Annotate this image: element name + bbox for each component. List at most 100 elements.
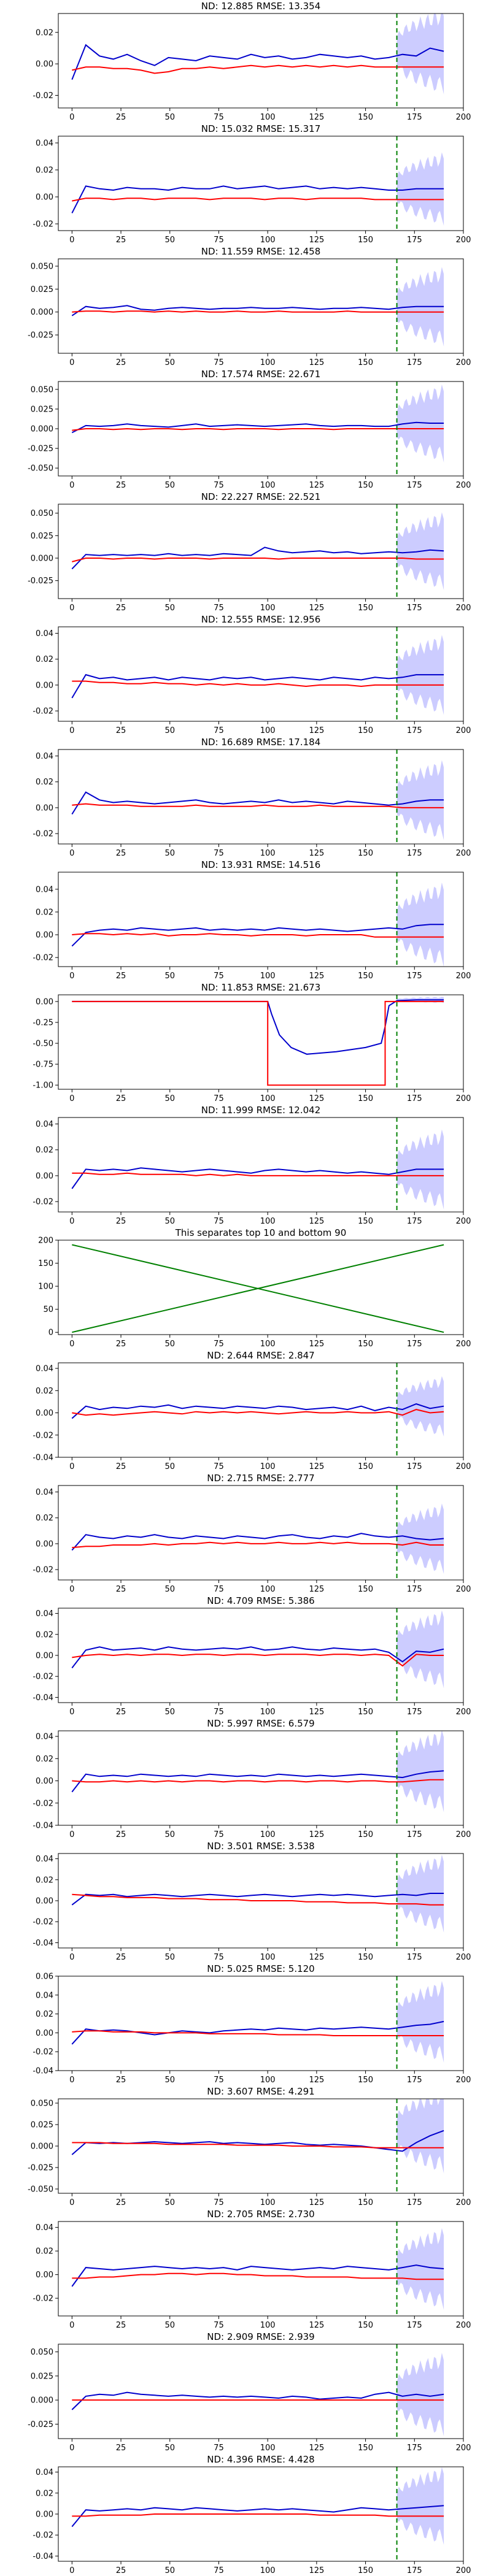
x-tick-label: 100 — [260, 481, 276, 490]
x-tick-label: 175 — [407, 2444, 422, 2453]
series-line-1 — [72, 2030, 444, 2036]
series-line-0 — [71, 1770, 444, 1793]
uncertainty-band — [396, 2099, 444, 2174]
x-tick-label: 50 — [164, 1830, 175, 1839]
y-tick-label: 0.02 — [36, 1146, 53, 1155]
y-tick-label: -0.025 — [28, 2164, 53, 2173]
y-tick-label: 0.02 — [36, 1755, 53, 1764]
y-tick-label: -0.025 — [28, 577, 53, 586]
plot-area — [71, 267, 444, 347]
x-tick-label: 75 — [214, 726, 224, 735]
series-line-1 — [72, 803, 444, 808]
x-tick-label: 50 — [164, 604, 175, 613]
y-tick-label: -0.75 — [33, 1060, 53, 1070]
x-tick-label: 150 — [358, 2566, 373, 2575]
y-tick-label: -0.02 — [33, 2294, 53, 2304]
y-tick-label: -0.02 — [33, 2048, 53, 2057]
y-tick-label: 0.025 — [31, 285, 53, 294]
x-tick-label: 75 — [214, 604, 224, 613]
x-tick-label: 200 — [456, 1217, 471, 1226]
y-tick-label: -0.02 — [33, 220, 53, 229]
chart-title: ND: 13.931 RMSE: 14.516 — [201, 859, 321, 870]
chart-svg: ND: 12.885 RMSE: 13.354 0 25 50 75 100 125 150 1… — [33, 1, 471, 122]
y-tick-label: 0.00 — [36, 1897, 53, 1906]
chart-title: ND: 22.227 RMSE: 22.521 — [201, 491, 321, 502]
plot-area — [71, 1854, 444, 1933]
x-tick-label: 150 — [358, 236, 373, 245]
x-tick-label: 100 — [260, 2566, 276, 2575]
x-tick-label: 200 — [456, 972, 471, 981]
chart-title: ND: 2.715 RMSE: 2.777 — [207, 1473, 314, 1484]
x-tick-label: 50 — [164, 113, 175, 122]
x-tick-label: 0 — [69, 358, 74, 367]
y-tick-label: 0.00 — [36, 2510, 53, 2520]
series-line-1 — [72, 558, 444, 562]
x-tick-label: 100 — [260, 849, 276, 858]
x-tick-label: 0 — [69, 2198, 74, 2207]
series-line-0 — [71, 2020, 444, 2045]
y-tick-label: 0.00 — [36, 1409, 53, 1418]
chart-svg: ND: 13.931 RMSE: 14.516 0 25 50 75 100 125 150 1… — [33, 859, 471, 981]
x-tick-label: 100 — [260, 1585, 276, 1594]
x-tick-label: 125 — [309, 236, 324, 245]
x-tick-label: 75 — [214, 1094, 224, 1103]
x-tick-label: 50 — [164, 236, 175, 245]
chart-title: ND: 12.555 RMSE: 12.956 — [201, 614, 321, 625]
y-tick-label: 0 — [48, 1328, 53, 1338]
x-tick-label: 200 — [456, 2566, 471, 2575]
x-tick-label: 150 — [358, 726, 373, 735]
y-tick-label: 0.000 — [31, 425, 53, 434]
y-tick-label: 0.025 — [31, 405, 53, 414]
y-tick-label: 200 — [38, 1236, 53, 1246]
chart-svg: ND: 15.032 RMSE: 15.317 0 25 50 75 100 125 150 1… — [33, 123, 471, 245]
y-tick-label: -0.04 — [33, 2067, 53, 2076]
x-tick-label: 25 — [116, 1217, 126, 1226]
x-tick-label: 125 — [309, 1462, 324, 1471]
y-tick-label: 0.050 — [31, 2348, 53, 2357]
chart-svg: This separates top 10 and bottom 90 0 25 50… — [38, 1227, 471, 1349]
x-tick-label: 125 — [309, 113, 324, 122]
x-tick-label: 25 — [116, 2321, 126, 2330]
y-tick-label: -0.50 — [33, 1040, 53, 1049]
axes-frame — [58, 1240, 464, 1335]
axes-frame — [58, 136, 464, 231]
series-line-1 — [72, 197, 444, 202]
x-tick-label: 0 — [69, 1094, 74, 1103]
series-line-0 — [72, 999, 444, 1055]
x-tick-label: 75 — [214, 358, 224, 367]
y-tick-label: 0.00 — [36, 193, 53, 202]
x-tick-label: 100 — [260, 1217, 276, 1226]
x-tick-label: 175 — [407, 236, 422, 245]
y-tick-label: 0.04 — [36, 1991, 53, 2000]
series-line-0 — [71, 44, 444, 80]
x-tick-label: 25 — [116, 972, 126, 981]
y-tick-label: 0.04 — [36, 1855, 53, 1864]
axes-frame — [58, 1117, 464, 1213]
x-tick-label: 25 — [116, 604, 126, 613]
x-tick-label: 125 — [309, 1708, 324, 1717]
uncertainty-band — [396, 882, 444, 967]
series-line-1 — [72, 1409, 444, 1416]
series-line-0 — [71, 546, 444, 570]
x-tick-label: 150 — [358, 358, 373, 367]
x-tick-label: 150 — [358, 1340, 373, 1349]
x-tick-label: 100 — [260, 1708, 276, 1717]
x-tick-label: 175 — [407, 726, 422, 735]
y-tick-label: 0.00 — [36, 1652, 53, 1661]
plot-area — [71, 512, 444, 591]
chart-title: ND: 3.607 RMSE: 4.291 — [207, 2086, 314, 2097]
x-tick-label: 0 — [69, 1953, 74, 1962]
x-tick-label: 175 — [407, 1462, 422, 1471]
series-line-0 — [71, 924, 444, 947]
x-tick-label: 125 — [309, 972, 324, 981]
y-tick-label: -0.02 — [33, 830, 53, 839]
series-line-0 — [71, 185, 444, 213]
x-tick-label: 100 — [260, 1094, 276, 1103]
y-tick-label: -0.025 — [28, 2420, 53, 2429]
x-tick-label: 150 — [358, 2198, 373, 2207]
chart-svg: ND: 3.501 RMSE: 3.538 0 25 50 75 100 125 150 175… — [33, 1841, 471, 1962]
series-line-0 — [71, 2129, 444, 2155]
x-tick-label: 125 — [309, 1094, 324, 1103]
series-line-1 — [72, 933, 444, 938]
x-tick-label: 125 — [309, 849, 324, 858]
